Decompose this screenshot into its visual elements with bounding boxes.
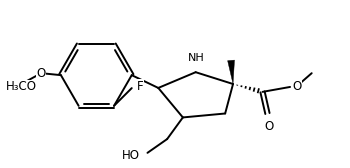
Text: O: O xyxy=(265,120,274,133)
Text: H₃CO: H₃CO xyxy=(6,80,37,93)
Text: HO: HO xyxy=(121,149,140,162)
Polygon shape xyxy=(228,60,234,84)
Text: O: O xyxy=(292,80,301,93)
Text: NH: NH xyxy=(188,53,205,63)
Text: F: F xyxy=(136,80,143,93)
Text: O: O xyxy=(37,67,46,80)
